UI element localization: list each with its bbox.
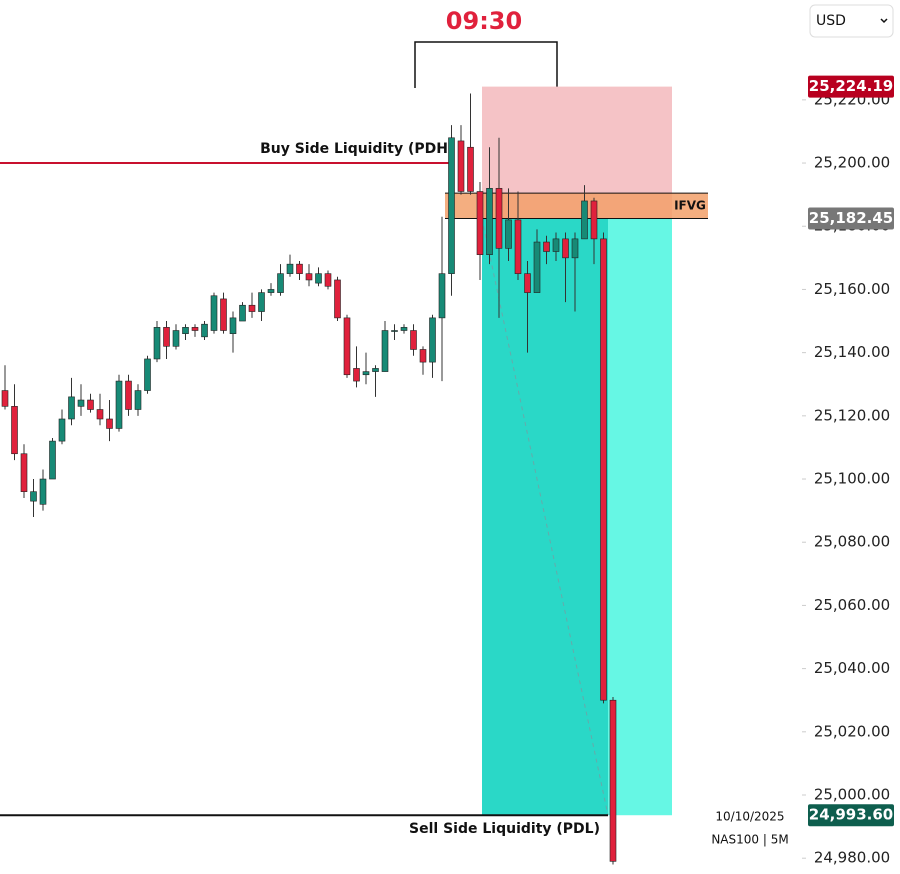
ifvg-zone (445, 193, 708, 219)
y-tick-label: 25,160.00 (814, 280, 890, 298)
candle-body (419, 349, 427, 363)
price-label: 25,224.19 (809, 77, 893, 95)
candle-body (267, 289, 275, 293)
y-tick-label: 25,020.00 (814, 722, 890, 740)
candle-body (448, 137, 455, 274)
y-tick-label: 25,100.00 (814, 470, 890, 488)
candle-body (372, 368, 379, 372)
candle-body (438, 273, 446, 319)
candle-body (353, 368, 360, 382)
candle-body (30, 491, 37, 502)
target-zone-rest (608, 218, 672, 816)
candle-body (106, 418, 113, 429)
candle-body (552, 238, 560, 252)
candle-body (201, 323, 208, 338)
candle-body (590, 200, 598, 240)
candle-body (381, 330, 389, 372)
candle-body (476, 191, 484, 255)
y-tick-label: 25,140.00 (814, 343, 890, 361)
candle-body (609, 699, 617, 862)
candle-body (115, 380, 123, 429)
candle-body (87, 399, 94, 410)
candle-body (96, 409, 104, 420)
trade-path (481, 218, 609, 816)
candle-body (210, 295, 218, 331)
candle-body (182, 327, 189, 334)
candle-body (172, 330, 180, 347)
candle-body (343, 317, 351, 376)
candle-body (505, 219, 512, 249)
candle-body (581, 200, 588, 240)
candle-body (410, 330, 417, 350)
price-label-box (808, 804, 894, 827)
candle-body (362, 371, 370, 376)
candle-body (258, 292, 265, 312)
candle-body (153, 327, 161, 360)
session-time: 09:30 (446, 7, 522, 35)
candle-body (144, 358, 151, 391)
candle-body (77, 399, 85, 407)
candle-body (68, 396, 75, 420)
candle-body (543, 241, 550, 252)
date: 10/10/2025 (715, 810, 784, 824)
session-bracket (414, 41, 558, 88)
y-tick-label: 25,120.00 (814, 406, 890, 424)
candle-body (239, 304, 246, 322)
y-tick-label: 25,060.00 (814, 596, 890, 614)
candle-body (533, 241, 541, 293)
liquidity-label: Sell Side Liquidity (PDL) (409, 821, 600, 837)
candle-body (305, 273, 313, 281)
candle-body (600, 238, 607, 701)
candle-body (315, 273, 322, 284)
candle-body (220, 298, 227, 331)
candle-body (562, 238, 569, 259)
candle-body (467, 146, 474, 192)
candle-body (11, 406, 18, 455)
candle-body (191, 327, 199, 331)
candle-body (286, 263, 294, 274)
candle-body (571, 238, 579, 259)
candle-body (524, 273, 531, 293)
candle-body (514, 219, 522, 274)
candle-body (486, 188, 493, 255)
symbol: NAS100 | 5M (711, 833, 788, 847)
price-label: 24,993.60 (809, 806, 893, 824)
candle-body (125, 380, 132, 410)
candle-body (20, 453, 28, 492)
currency-select[interactable] (809, 4, 894, 38)
currency: USD (816, 13, 846, 29)
candle-body (457, 140, 465, 192)
y-tick-label: 25,200.00 (814, 154, 890, 172)
candle-body (495, 188, 503, 249)
price-label-box (808, 207, 894, 230)
price-label: 25,182.45 (809, 209, 893, 227)
candle-body (58, 418, 66, 442)
y-tick-label: 25,040.00 (814, 659, 890, 677)
candle-body (391, 330, 398, 332)
y-tick-label: 25,080.00 (814, 533, 890, 551)
candle-body (163, 327, 170, 347)
candle-body (229, 317, 237, 334)
ifvg-label: IFVG (674, 198, 706, 212)
candle-body (400, 327, 408, 331)
candle-body (296, 263, 303, 274)
candle-body (134, 390, 142, 410)
y-tick-label: 25,000.00 (814, 786, 890, 804)
candle-body (1, 390, 9, 407)
candle-body (248, 304, 256, 312)
liquidity-label: Buy Side Liquidity (PDH (260, 141, 448, 157)
candle-body (49, 440, 56, 480)
candle-body (39, 478, 47, 505)
price-label-box (808, 75, 894, 98)
candle-body (334, 279, 341, 319)
candle-body (277, 273, 284, 293)
y-tick-label: 24,980.00 (814, 849, 890, 867)
candle-body (429, 317, 436, 363)
chevron (880, 18, 888, 24)
candle-body (324, 273, 332, 287)
